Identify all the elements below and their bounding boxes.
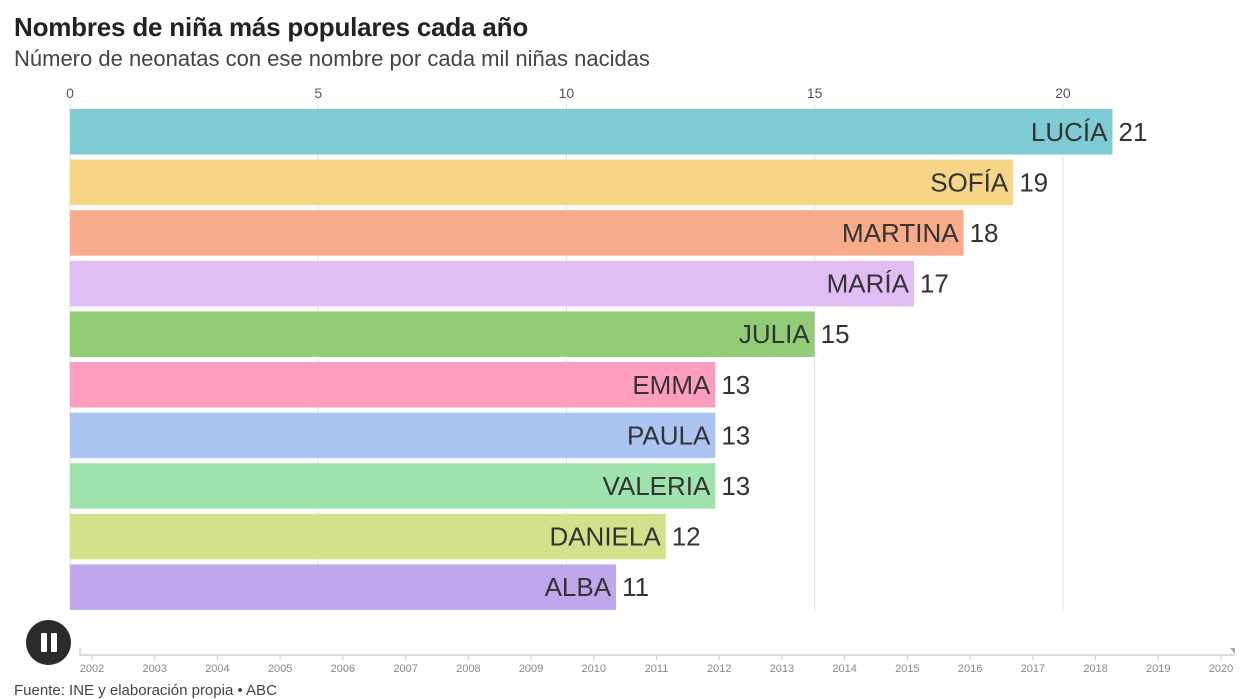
timeline-handle[interactable] (1230, 648, 1235, 654)
bar-value-label: 12 (672, 522, 701, 552)
bar (70, 311, 815, 357)
timeline-year-label[interactable]: 2013 (770, 663, 794, 675)
bar (70, 564, 617, 610)
bar-value-label: 13 (721, 420, 750, 450)
x-tick-label: 0 (66, 85, 74, 101)
timeline-year-label[interactable]: 2016 (958, 663, 982, 675)
x-tick-label: 10 (559, 85, 575, 101)
bar (70, 362, 716, 408)
bar-category-label: JULIA (739, 319, 810, 349)
x-tick-label: 15 (807, 85, 823, 101)
bar-category-label: ALBA (545, 572, 612, 602)
bar (70, 109, 1113, 155)
pause-button[interactable] (26, 620, 71, 665)
timeline-year-label[interactable]: 2019 (1146, 663, 1170, 675)
bar-category-label: LUCÍA (1031, 117, 1108, 147)
bar-value-label: 13 (721, 370, 750, 400)
source-note: Fuente: INE y elaboración propia • ABC (14, 682, 277, 699)
timeline-year-label[interactable]: 2011 (645, 663, 669, 675)
year-timeline[interactable]: 2002 2003 2004 2005 2006 2007 2008 2009 2010 2011… (0, 640, 1248, 680)
bar (70, 463, 716, 509)
timeline-year-label[interactable]: 2015 (895, 663, 919, 675)
bar-value-label: 17 (920, 269, 949, 299)
bar-category-label: EMMA (632, 370, 711, 400)
pause-icon (51, 633, 57, 652)
timeline-year-label[interactable]: 2017 (1021, 663, 1045, 675)
timeline-year-label[interactable]: 2007 (393, 663, 417, 675)
timeline-year-label[interactable]: 2004 (205, 663, 229, 675)
bar-category-label: MARÍA (827, 269, 910, 299)
bar (70, 260, 914, 307)
timeline-year-label[interactable]: 2005 (268, 663, 292, 675)
timeline-year-label[interactable]: 2009 (519, 663, 543, 675)
bar-value-label: 18 (970, 218, 999, 248)
timeline-year-label[interactable]: 2020 (1209, 663, 1233, 675)
timeline-year-label[interactable]: 2002 (80, 663, 104, 675)
bar-category-label: MARTINA (842, 218, 959, 248)
bar-chart: 0 5 10 15 20 LUCÍA 21 SOFÍA 19 MARTINA 18 MARÍA 17 JU… (66, 85, 1148, 611)
bar (70, 513, 666, 560)
chart-title: Nombres de niña más populares cada año (14, 12, 528, 42)
timeline-year-label[interactable]: 2012 (707, 663, 731, 675)
bar (70, 210, 964, 256)
bar-category-label: DANIELA (549, 522, 661, 552)
bar-category-label: PAULA (627, 420, 711, 450)
timeline-year-label[interactable]: 2018 (1083, 663, 1107, 675)
bar-value-label: 19 (1019, 167, 1048, 197)
bar-value-label: 13 (721, 471, 750, 501)
timeline-year-label[interactable]: 2008 (456, 663, 480, 675)
bar (70, 159, 1014, 206)
bar-value-label: 21 (1119, 117, 1148, 147)
timeline-year-label[interactable]: 2006 (331, 663, 355, 675)
timeline-year-label[interactable]: 2003 (142, 663, 166, 675)
x-tick-label: 5 (314, 85, 322, 101)
chart-subtitle: Número de neonatas con ese nombre por ca… (14, 46, 650, 71)
bar-value-label: 11 (622, 572, 649, 602)
timeline-year-label[interactable]: 2014 (832, 663, 856, 675)
timeline-year-label[interactable]: 2010 (582, 663, 606, 675)
x-tick-label: 20 (1055, 85, 1071, 101)
bar-category-label: VALERIA (602, 471, 711, 501)
bar (70, 412, 716, 459)
pause-icon (41, 633, 47, 652)
bar-value-label: 15 (821, 319, 850, 349)
bar-category-label: SOFÍA (930, 167, 1009, 197)
